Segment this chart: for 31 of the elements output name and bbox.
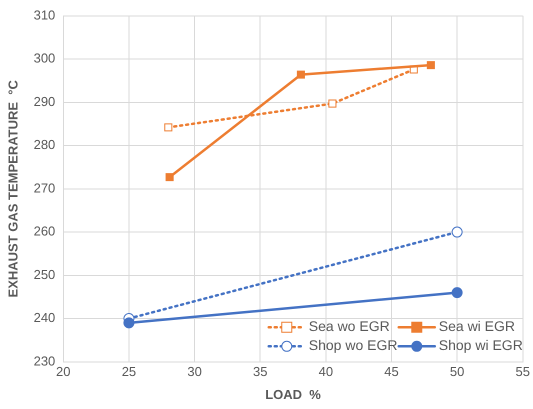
point: [166, 173, 174, 182]
x-tick-label: 55: [516, 364, 530, 380]
y-tick-label: 290: [34, 94, 56, 109]
legend-label: Shop wo EGR: [308, 337, 398, 354]
x-tick-label: 45: [384, 364, 399, 380]
legend-label: Shop wi EGR: [438, 337, 523, 354]
point: [452, 226, 463, 238]
point: [123, 317, 134, 328]
x-tick-label: 25: [122, 364, 136, 380]
y-tick-label: 270: [34, 180, 56, 196]
y-tick-label: 280: [34, 137, 56, 152]
x-tick-label: 50: [450, 364, 464, 380]
y-axis-title: EXHAUST GAS TEMPERATURE °C: [5, 80, 20, 298]
x-tick-label: 30: [187, 364, 202, 380]
x-tick-label: 40: [318, 364, 334, 380]
point: [426, 61, 435, 70]
y-tick-label: 240: [34, 310, 56, 326]
x-tick-label: 20: [56, 364, 71, 380]
point: [296, 70, 305, 79]
legend-label: Sea wo EGR: [308, 318, 390, 334]
point: [164, 123, 172, 132]
x-axis-title: LOAD %: [265, 386, 322, 402]
y-tick-label: 310: [34, 7, 56, 22]
y-tick-label: 250: [34, 266, 56, 282]
y-tick-label: 230: [34, 353, 56, 368]
x-tick-label: 35: [252, 364, 268, 380]
legend-label: Sea wi EGR: [438, 318, 516, 334]
point: [328, 100, 336, 108]
y-tick-label: 300: [34, 50, 56, 66]
y-tick-label: 260: [34, 224, 56, 239]
point: [452, 287, 463, 298]
